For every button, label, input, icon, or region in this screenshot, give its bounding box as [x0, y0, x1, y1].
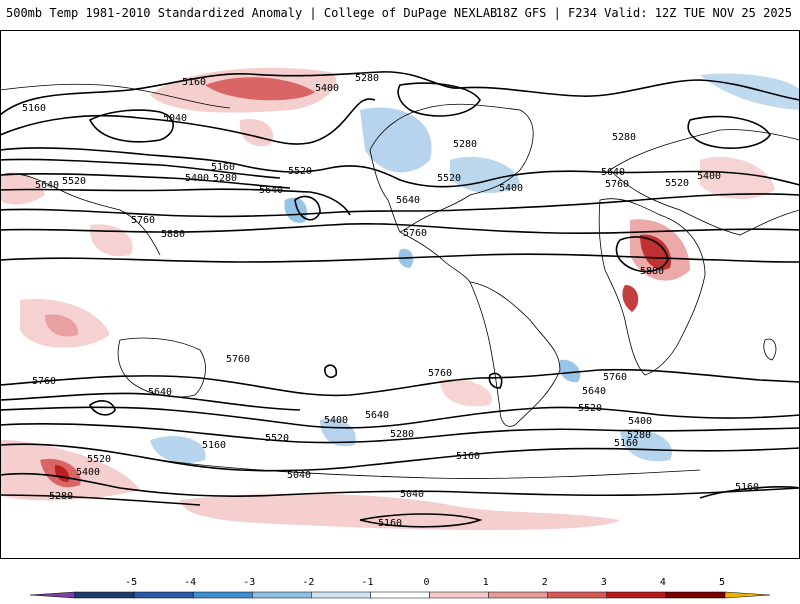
colorbar-segment — [192, 591, 253, 599]
colorbar-segment — [429, 591, 489, 599]
contour-label: 5400 — [76, 467, 100, 478]
colorbar-segment — [74, 591, 135, 599]
contour-label: 5280 — [390, 429, 414, 440]
colorbar-tick-label: 2 — [542, 577, 548, 588]
colorbar-segment — [547, 591, 608, 599]
colorbar-tick-label: -2 — [302, 577, 314, 588]
contour-label: 5160 — [182, 77, 206, 88]
contour-label: 5280 — [355, 73, 379, 84]
contour-label: 5520 — [437, 173, 461, 184]
contour-label: 5280 — [612, 132, 636, 143]
contour-label: 5400 — [628, 416, 652, 427]
colorbar-segment — [606, 591, 667, 599]
contour-labels: 5160 5400 5280 5160 5040 5640 5520 5160 … — [22, 73, 759, 529]
contour-label: 5400 — [324, 415, 348, 426]
colorbar-svg: -5 -4 -3 -2 -1 0 1 2 3 4 5 — [29, 577, 771, 599]
contour-label: 5160 — [456, 451, 480, 462]
colorbar-max-arrow — [724, 591, 771, 599]
contour-label: 5640 — [35, 180, 59, 191]
contour-label: 5640 — [365, 410, 389, 421]
colorbar-segment — [665, 591, 726, 599]
contour-label: 5400 — [499, 183, 523, 194]
colorbar-tick-label: 4 — [660, 577, 666, 588]
colorbar-segment — [252, 591, 312, 599]
contour-label: 5160 — [202, 440, 226, 451]
contour-label: 5760 — [428, 368, 452, 379]
model-run-info: 18Z GFS | F234 Valid: 12Z TUE NOV 25 202… — [495, 6, 792, 20]
contour-label: 5640 — [396, 195, 420, 206]
contour-label: 5760 — [32, 376, 56, 387]
colorbar-segment — [311, 591, 371, 599]
height-contours — [0, 71, 800, 528]
contour-label: 5040 — [400, 489, 424, 500]
contour-label: 5280 — [627, 430, 651, 441]
colorbar-min-arrow — [29, 591, 76, 599]
colorbar-tick-label: 0 — [424, 577, 430, 588]
colorbar-tick-label: -5 — [125, 577, 137, 588]
colorbar-tick-label: -4 — [184, 577, 196, 588]
contour-label: 5520 — [87, 454, 111, 465]
contour-label: 5160 — [614, 438, 638, 449]
colorbar: -5 -4 -3 -2 -1 0 1 2 3 4 5 — [0, 575, 800, 600]
contour-label: 5400 — [315, 83, 339, 94]
colorbar-tick-label: 3 — [601, 577, 607, 588]
contour-label: 5280 — [213, 173, 237, 184]
contour-label: 5760 — [605, 179, 629, 190]
contour-label: 5520 — [288, 166, 312, 177]
contour-label: 5520 — [578, 403, 602, 414]
colorbar-tick-label: 1 — [483, 577, 489, 588]
contour-label: 5040 — [287, 470, 311, 481]
contour-label: 5640 — [582, 386, 606, 397]
contour-label: 5520 — [265, 433, 289, 444]
map-title: 500mb Temp 1981-2010 Standardized Anomal… — [6, 6, 498, 20]
map-panel: 5160 5400 5280 5160 5040 5640 5520 5160 … — [0, 30, 800, 560]
contour-label: 5760 — [603, 372, 627, 383]
contour-label: 5760 — [403, 228, 427, 239]
colorbar-tick-label: 5 — [719, 577, 725, 588]
contour-label: 5160 — [735, 482, 759, 493]
contour-label: 5160 — [22, 103, 46, 114]
contour-label: 5520 — [62, 176, 86, 187]
contour-label: 5160 — [211, 162, 235, 173]
anomaly-shading — [0, 67, 800, 530]
contour-label: 5520 — [665, 178, 689, 189]
colorbar-segment — [488, 591, 548, 599]
contour-label: 5040 — [163, 113, 187, 124]
contour-label: 5760 — [131, 215, 155, 226]
colorbar-segment — [370, 591, 430, 599]
map-svg: 5160 5400 5280 5160 5040 5640 5520 5160 … — [0, 30, 800, 559]
contour-label: 5160 — [378, 518, 402, 529]
contour-label: 5400 — [697, 171, 721, 182]
colorbar-tick-label: -3 — [243, 577, 255, 588]
colorbar-segment — [133, 591, 194, 599]
contour-label: 5880 — [640, 266, 664, 277]
contour-label: 5640 — [259, 185, 283, 196]
colorbar-tick-label: -1 — [361, 577, 373, 588]
contour-label: 5400 — [185, 173, 209, 184]
contour-label: 5760 — [226, 354, 250, 365]
contour-label: 5640 — [601, 167, 625, 178]
contour-label: 5280 — [453, 139, 477, 150]
contour-label: 5880 — [161, 229, 185, 240]
contour-label: 5640 — [148, 387, 172, 398]
contour-label: 5280 — [49, 491, 73, 502]
